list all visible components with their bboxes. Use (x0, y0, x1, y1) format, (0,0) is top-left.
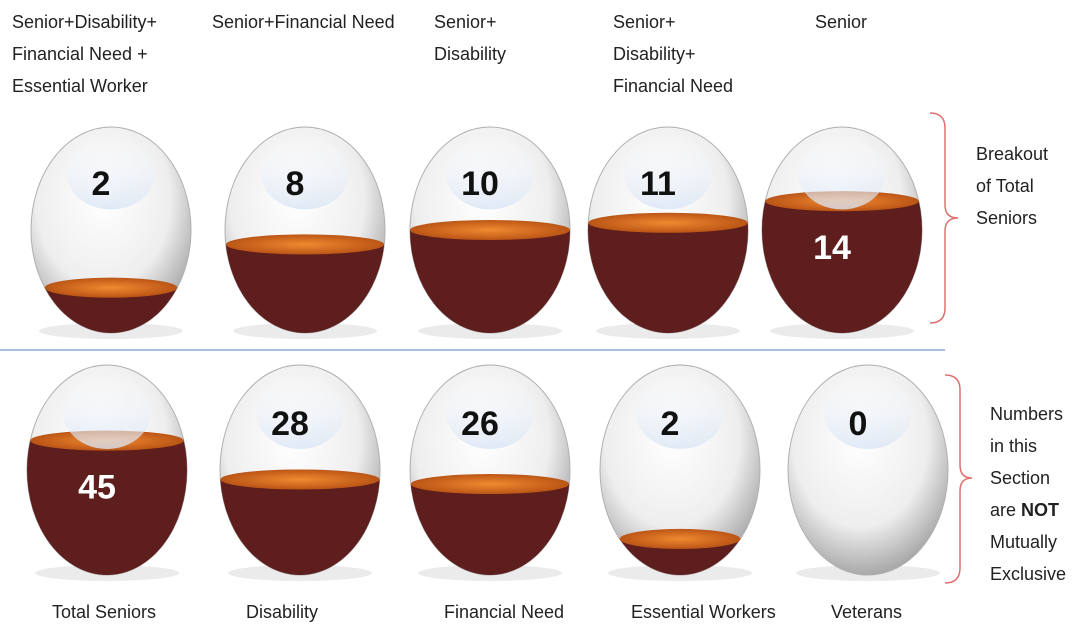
liquid (220, 479, 380, 575)
note-line: Exclusive (990, 564, 1066, 584)
liquid (225, 244, 385, 333)
category-label: Essential Workers (631, 602, 776, 622)
value-label: 14 (813, 229, 851, 267)
value-label: 8 (286, 165, 305, 203)
category-label: Financial Need (613, 76, 733, 96)
egg: 14 (762, 127, 922, 339)
liquid-surface (411, 474, 570, 494)
note-line: Seniors (976, 208, 1037, 228)
category-label: Essential Worker (12, 76, 148, 96)
liquid (410, 484, 570, 575)
egg: 26 (410, 365, 570, 581)
egg: 28 (220, 365, 380, 581)
category-label: Senior+ (613, 12, 676, 32)
highlight (798, 137, 886, 209)
egg: 45 (27, 365, 187, 581)
category-label: Financial Need (444, 602, 564, 622)
liquid-surface (226, 234, 384, 254)
liquid-surface (410, 220, 570, 240)
egg: 0 (788, 365, 948, 581)
value-label: 0 (849, 405, 868, 443)
liquid (27, 441, 187, 575)
highlight (261, 137, 349, 209)
value-label: 26 (461, 405, 499, 443)
category-label: Disability (434, 44, 506, 64)
category-label: Financial Need + (12, 44, 148, 64)
category-label: Total Seniors (52, 602, 156, 622)
bracket (945, 375, 972, 583)
liquid (588, 223, 748, 333)
value-label: 2 (661, 405, 680, 443)
bracket (930, 113, 958, 323)
highlight (636, 376, 724, 450)
highlight (63, 376, 151, 450)
egg: 11 (588, 127, 748, 339)
infographic: Breakout of Total Seniors Numbers in thi… (0, 0, 1078, 636)
value-label: 11 (640, 165, 676, 203)
note-line: of Total (976, 176, 1034, 196)
note-line: Numbers (990, 404, 1063, 424)
note-word: are (990, 500, 1016, 520)
category-label: Senior+ (434, 12, 497, 32)
note-line: Mutually (990, 532, 1057, 552)
note: Numbers in this Section are NOT Mutually… (990, 404, 1066, 584)
value-label: 28 (271, 405, 309, 443)
egg: 10 (410, 127, 570, 339)
category-label: Veterans (831, 602, 902, 622)
note-line: Section (990, 468, 1050, 488)
category-label: Senior+Disability+ (12, 12, 157, 32)
egg: 2 (31, 127, 191, 339)
value-label: 45 (78, 469, 116, 507)
category-label: Disability+ (613, 44, 696, 64)
category-label: Disability (246, 602, 318, 622)
note-line: are NOT (990, 500, 1059, 520)
note-line: Breakout (976, 144, 1048, 164)
egg: 8 (225, 127, 385, 339)
liquid (410, 230, 570, 333)
category-label: Senior (815, 12, 867, 32)
liquid-surface (220, 469, 379, 489)
value-label: 2 (92, 165, 111, 203)
note-word: NOT (1021, 500, 1059, 520)
category-label: Senior+Financial Need (212, 12, 395, 32)
highlight (67, 137, 155, 209)
egg: 2 (600, 365, 760, 581)
note: Breakout of Total Seniors (976, 144, 1048, 228)
note-line: in this (990, 436, 1037, 456)
liquid-surface (620, 529, 741, 549)
liquid-surface (45, 278, 178, 298)
value-label: 10 (461, 165, 499, 203)
highlight (824, 376, 912, 450)
liquid-surface (588, 213, 748, 233)
